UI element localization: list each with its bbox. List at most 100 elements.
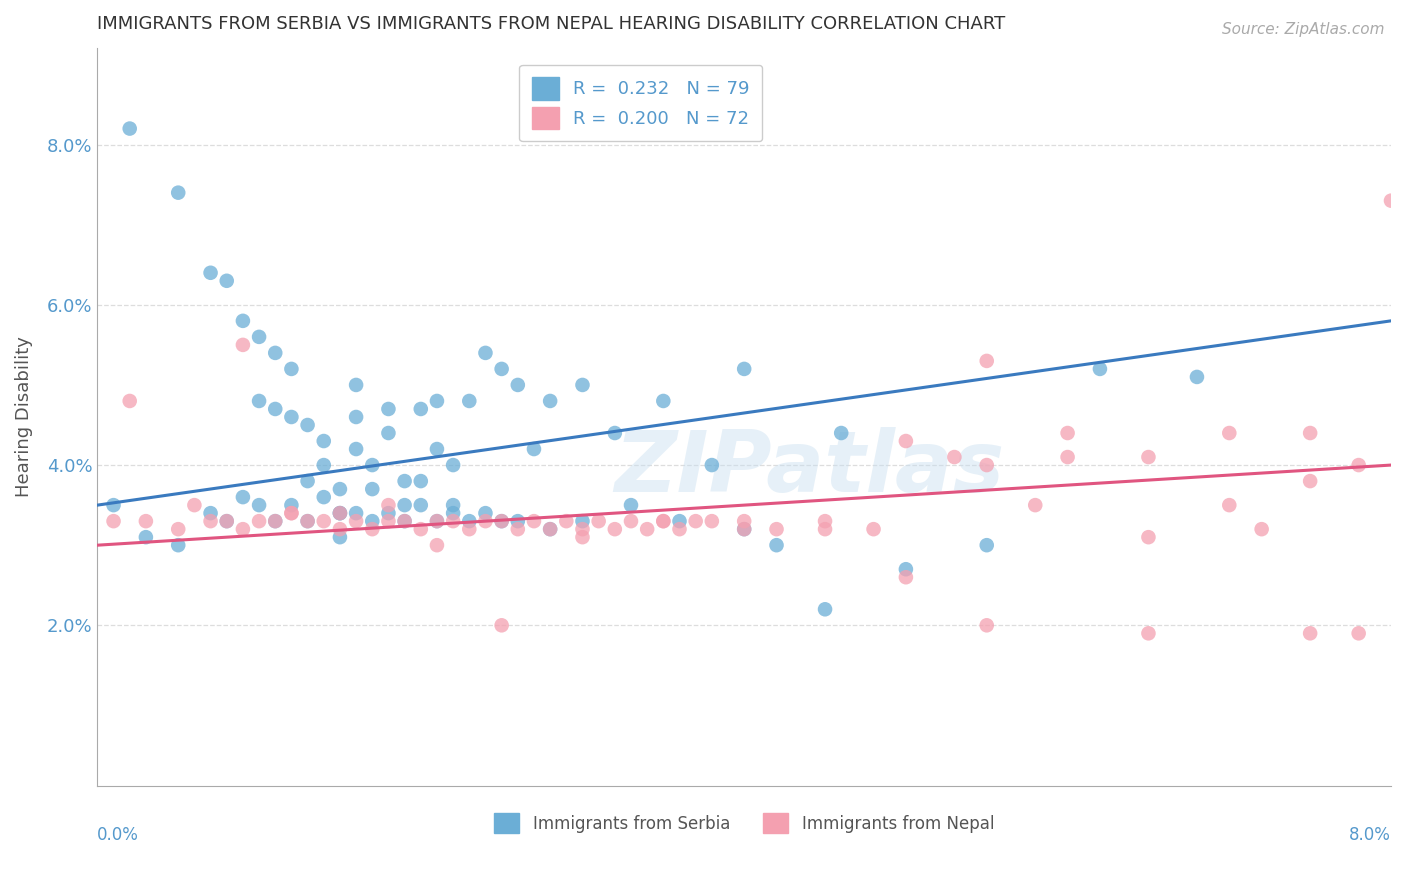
Point <box>409 474 432 488</box>
Point <box>247 514 270 528</box>
Point <box>523 514 546 528</box>
Point <box>215 514 238 528</box>
Point <box>652 514 675 528</box>
Point <box>103 498 125 512</box>
Point <box>215 274 238 288</box>
Point <box>312 458 335 472</box>
Point <box>491 362 513 376</box>
Point <box>232 490 254 504</box>
Point <box>506 378 529 392</box>
Point <box>103 514 125 528</box>
Point <box>232 338 254 352</box>
Point <box>700 458 723 472</box>
Point <box>361 522 384 536</box>
Point <box>409 402 432 417</box>
Point <box>264 402 287 417</box>
Point <box>620 498 643 512</box>
Point <box>976 354 998 368</box>
Point <box>458 394 481 409</box>
Point <box>377 498 399 512</box>
Point <box>474 514 496 528</box>
Point <box>329 506 352 520</box>
Point <box>426 514 449 528</box>
Point <box>538 522 561 536</box>
Point <box>183 498 205 512</box>
Point <box>1185 370 1208 384</box>
Point <box>118 394 141 409</box>
Point <box>426 442 449 456</box>
Point <box>474 506 496 520</box>
Point <box>264 514 287 528</box>
Point <box>394 514 416 528</box>
Point <box>344 378 367 392</box>
Point <box>167 522 190 536</box>
Point <box>167 186 190 200</box>
Point <box>409 498 432 512</box>
Point <box>571 378 593 392</box>
Point <box>441 498 464 512</box>
Point <box>976 538 998 552</box>
Point <box>555 514 578 528</box>
Point <box>814 514 837 528</box>
Point <box>1299 474 1322 488</box>
Point <box>1299 425 1322 440</box>
Point <box>603 522 626 536</box>
Point <box>329 506 352 520</box>
Point <box>394 514 416 528</box>
Legend: Immigrants from Serbia, Immigrants from Nepal: Immigrants from Serbia, Immigrants from … <box>488 806 1001 840</box>
Point <box>247 394 270 409</box>
Point <box>200 266 222 280</box>
Point <box>377 402 399 417</box>
Point <box>394 498 416 512</box>
Point <box>976 618 998 632</box>
Point <box>297 514 319 528</box>
Point <box>862 522 884 536</box>
Point <box>523 442 546 456</box>
Point <box>733 362 755 376</box>
Point <box>765 522 787 536</box>
Point <box>344 409 367 424</box>
Point <box>441 458 464 472</box>
Point <box>491 618 513 632</box>
Point <box>280 506 302 520</box>
Point <box>135 530 157 544</box>
Point <box>297 417 319 432</box>
Point <box>620 514 643 528</box>
Point <box>588 514 610 528</box>
Point <box>652 514 675 528</box>
Point <box>474 346 496 360</box>
Point <box>200 506 222 520</box>
Point <box>280 498 302 512</box>
Point <box>297 474 319 488</box>
Text: ZIPatlas: ZIPatlas <box>614 427 1004 510</box>
Point <box>894 570 917 584</box>
Point <box>830 425 852 440</box>
Point <box>814 602 837 616</box>
Point <box>652 394 675 409</box>
Point <box>135 514 157 528</box>
Point <box>312 434 335 448</box>
Point <box>361 458 384 472</box>
Point <box>200 514 222 528</box>
Point <box>733 514 755 528</box>
Point <box>571 522 593 536</box>
Point <box>441 506 464 520</box>
Point <box>943 450 966 464</box>
Point <box>232 522 254 536</box>
Point <box>426 394 449 409</box>
Point <box>329 522 352 536</box>
Point <box>344 442 367 456</box>
Text: Source: ZipAtlas.com: Source: ZipAtlas.com <box>1222 22 1385 37</box>
Point <box>506 522 529 536</box>
Point <box>685 514 707 528</box>
Point <box>894 562 917 576</box>
Point <box>668 514 690 528</box>
Point <box>1218 425 1240 440</box>
Text: 8.0%: 8.0% <box>1350 826 1391 844</box>
Point <box>247 330 270 344</box>
Point <box>733 522 755 536</box>
Point <box>1056 450 1078 464</box>
Point <box>976 458 998 472</box>
Point <box>491 514 513 528</box>
Point <box>344 506 367 520</box>
